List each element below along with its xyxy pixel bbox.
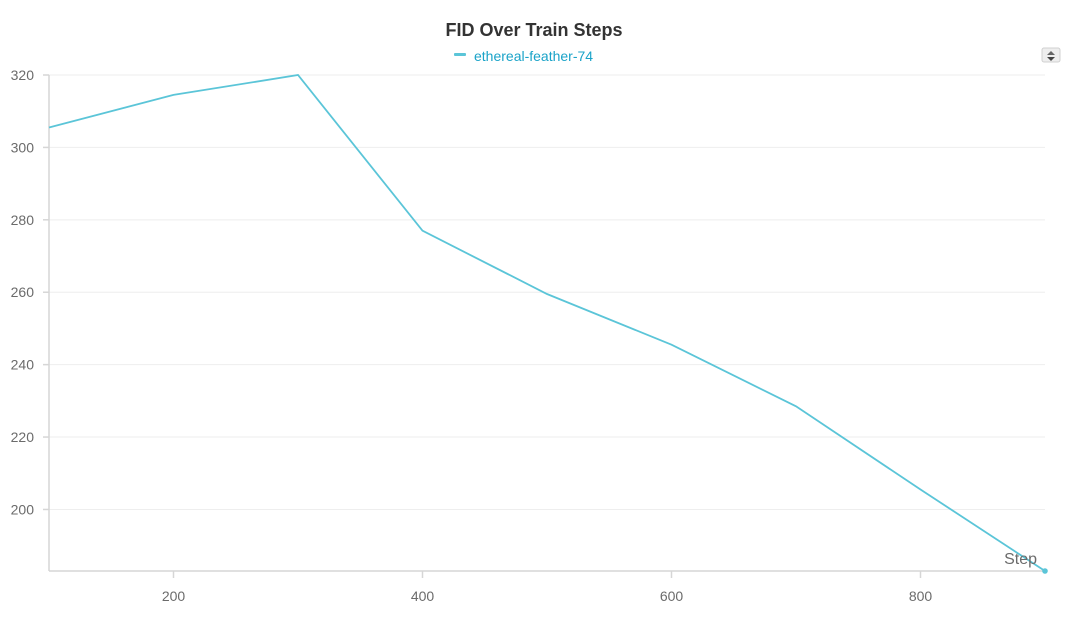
y-tick-label: 280 bbox=[11, 212, 35, 228]
x-tick-label: 800 bbox=[909, 588, 933, 604]
x-tick-labels: 200 400 600 800 bbox=[162, 588, 933, 604]
legend[interactable]: ethereal-feather-74 bbox=[454, 48, 593, 64]
y-tick-label: 220 bbox=[11, 429, 35, 445]
gridlines bbox=[43, 74, 1045, 578]
axes bbox=[48, 75, 1045, 572]
sort-up-icon bbox=[1047, 51, 1055, 55]
legend-label: ethereal-feather-74 bbox=[474, 48, 593, 64]
legend-swatch bbox=[454, 53, 466, 56]
sort-down-icon bbox=[1047, 57, 1055, 61]
y-tick-label: 320 bbox=[11, 67, 35, 83]
x-tick-label: 400 bbox=[411, 588, 435, 604]
x-tick-label: 600 bbox=[660, 588, 684, 604]
legend-scroll-control[interactable] bbox=[1041, 47, 1061, 63]
series-line-ethereal-feather-74[interactable] bbox=[48, 74, 1046, 572]
data-point[interactable] bbox=[1042, 568, 1048, 574]
series-lines bbox=[48, 74, 1048, 574]
y-tick-label: 300 bbox=[11, 139, 35, 155]
y-tick-label: 240 bbox=[11, 357, 35, 373]
y-tick-label: 260 bbox=[11, 284, 35, 300]
y-tick-labels: 200 220 240 260 280 300 320 bbox=[11, 67, 35, 517]
x-tick-label: 200 bbox=[162, 588, 186, 604]
y-tick-label: 200 bbox=[11, 501, 35, 517]
x-axis-label: Step bbox=[1004, 551, 1037, 568]
chart-title: FID Over Train Steps bbox=[445, 20, 622, 40]
